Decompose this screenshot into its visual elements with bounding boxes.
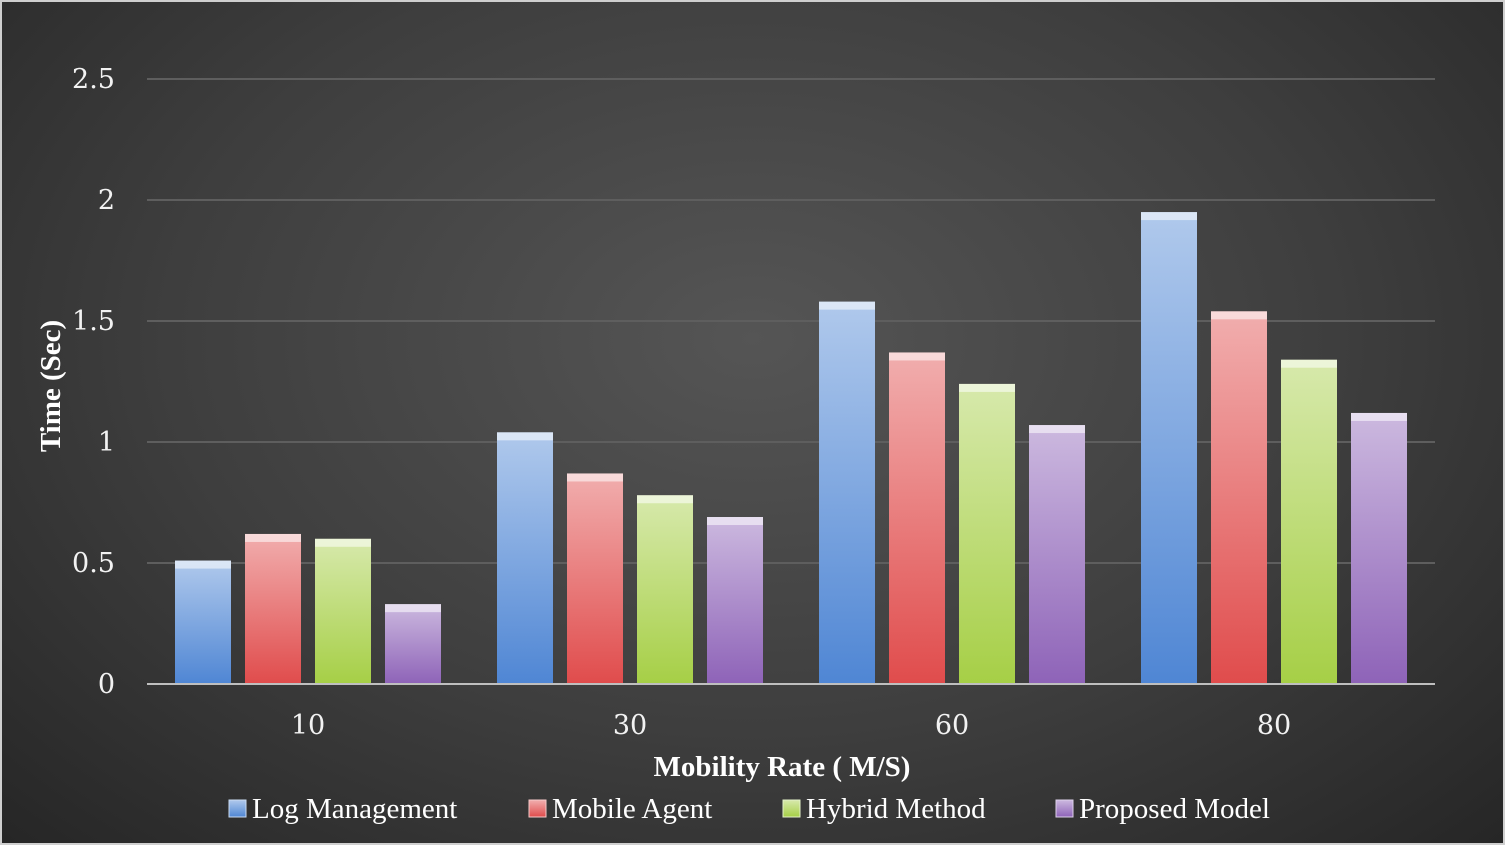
bar-proposed-model-60 (1029, 425, 1085, 684)
legend: Log Management Mobile Agent Hybrid Method P… (228, 793, 1270, 825)
bar-bevel (637, 495, 693, 504)
bar-mobile-agent-30 (567, 473, 623, 684)
bar-hybrid-method-60 (959, 383, 1015, 684)
bar-hybrid-method-80 (1281, 359, 1337, 684)
bar-bevel (889, 352, 945, 361)
bar-bevel (315, 538, 371, 547)
y-tick-label: 2 (98, 185, 115, 216)
legend-label: Proposed Model (1079, 793, 1270, 825)
bar-proposed-model-80 (1351, 412, 1407, 684)
y-axis-title: Time (Sec) (35, 320, 67, 452)
bars (175, 212, 1407, 684)
legend-label: Mobile Agent (552, 793, 712, 825)
y-tick-label: 2.5 (72, 64, 115, 95)
bar-bevel (175, 560, 231, 569)
bar-proposed-model-10 (385, 604, 441, 684)
y-tick-label: 1.5 (72, 306, 115, 337)
legend-swatch-hybrid-method (782, 799, 801, 818)
bar-mobile-agent-60 (889, 352, 945, 684)
y-tick-label: 0 (98, 669, 115, 700)
x-tick-label: 60 (935, 710, 969, 741)
y-tick-label: 0.5 (72, 548, 115, 579)
bar-log-management-30 (497, 432, 553, 684)
bar-mobile-agent-80 (1211, 311, 1267, 684)
x-tick-label: 80 (1257, 710, 1291, 741)
bar-bevel (567, 473, 623, 482)
x-tick-label: 10 (291, 710, 325, 741)
bar-mobile-agent-10 (245, 533, 301, 684)
x-axis-ticks: 10 30 60 80 (291, 710, 1291, 741)
bar-log-management-10 (175, 560, 231, 684)
bar-bevel (1029, 425, 1085, 434)
bar-bevel (1281, 359, 1337, 368)
bar-hybrid-method-10 (315, 538, 371, 684)
legend-swatch-log-management (228, 799, 247, 818)
legend-swatch-mobile-agent (528, 799, 547, 818)
y-axis-ticks: 0 0.5 1 1.5 2 2.5 (72, 64, 115, 700)
legend-swatch-proposed-model (1055, 799, 1074, 818)
bar-bevel (385, 604, 441, 613)
bar-bevel (819, 301, 875, 310)
x-axis-title: Mobility Rate ( M/S) (654, 751, 911, 783)
legend-label: Hybrid Method (806, 793, 986, 825)
bar-log-management-80 (1141, 212, 1197, 684)
bar-proposed-model-30 (707, 517, 763, 684)
legend-label: Log Management (252, 793, 457, 825)
bar-bevel (1141, 212, 1197, 221)
bar-bevel (707, 517, 763, 526)
bar-bevel (959, 383, 1015, 392)
y-tick-label: 1 (98, 427, 115, 458)
bar-bevel (1211, 311, 1267, 320)
bar-log-management-60 (819, 301, 875, 684)
x-tick-label: 30 (613, 710, 647, 741)
bar-bevel (497, 432, 553, 441)
bar-bevel (1351, 412, 1407, 421)
bar-hybrid-method-30 (637, 495, 693, 684)
bar-bevel (245, 533, 301, 542)
